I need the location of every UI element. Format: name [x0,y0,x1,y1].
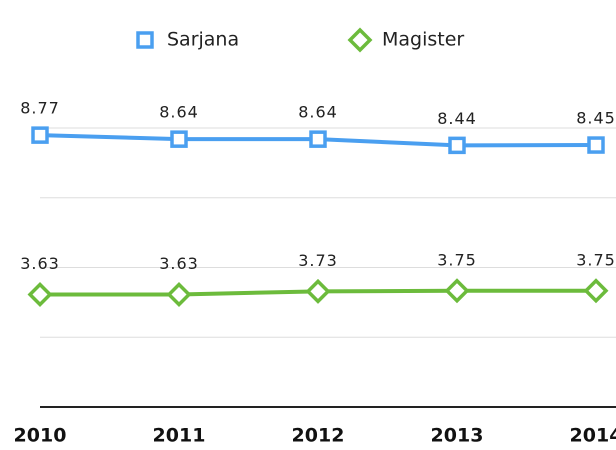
x-tick-label: 2014 [570,425,616,447]
point-marker [587,136,605,154]
value-label: 3.63 [20,254,60,273]
point-marker [31,126,49,144]
point-marker [170,130,188,148]
point-marker [166,281,192,307]
point-marker [305,278,331,304]
x-tick-label: 2013 [431,425,484,447]
point-marker [309,130,327,148]
point-marker [444,278,470,304]
value-label: 8.64 [159,103,199,122]
x-tick-label: 2010 [14,425,67,447]
value-label: 8.45 [576,109,616,128]
point-marker [583,278,609,304]
value-label: 8.64 [298,103,338,122]
legend-label: Sarjana [167,29,239,51]
value-label: 8.77 [20,99,60,118]
value-label: 3.75 [437,250,477,269]
legend-marker [347,27,373,53]
value-label: 3.75 [576,250,616,269]
legend-label: Magister [382,29,464,51]
value-label: 3.63 [159,254,199,273]
x-tick-label: 2011 [153,425,206,447]
point-marker [27,281,53,307]
value-label: 8.44 [437,109,477,128]
legend-marker [136,31,154,49]
x-tick-label: 2012 [292,425,345,447]
value-label: 3.73 [298,251,338,270]
point-marker [448,136,466,155]
